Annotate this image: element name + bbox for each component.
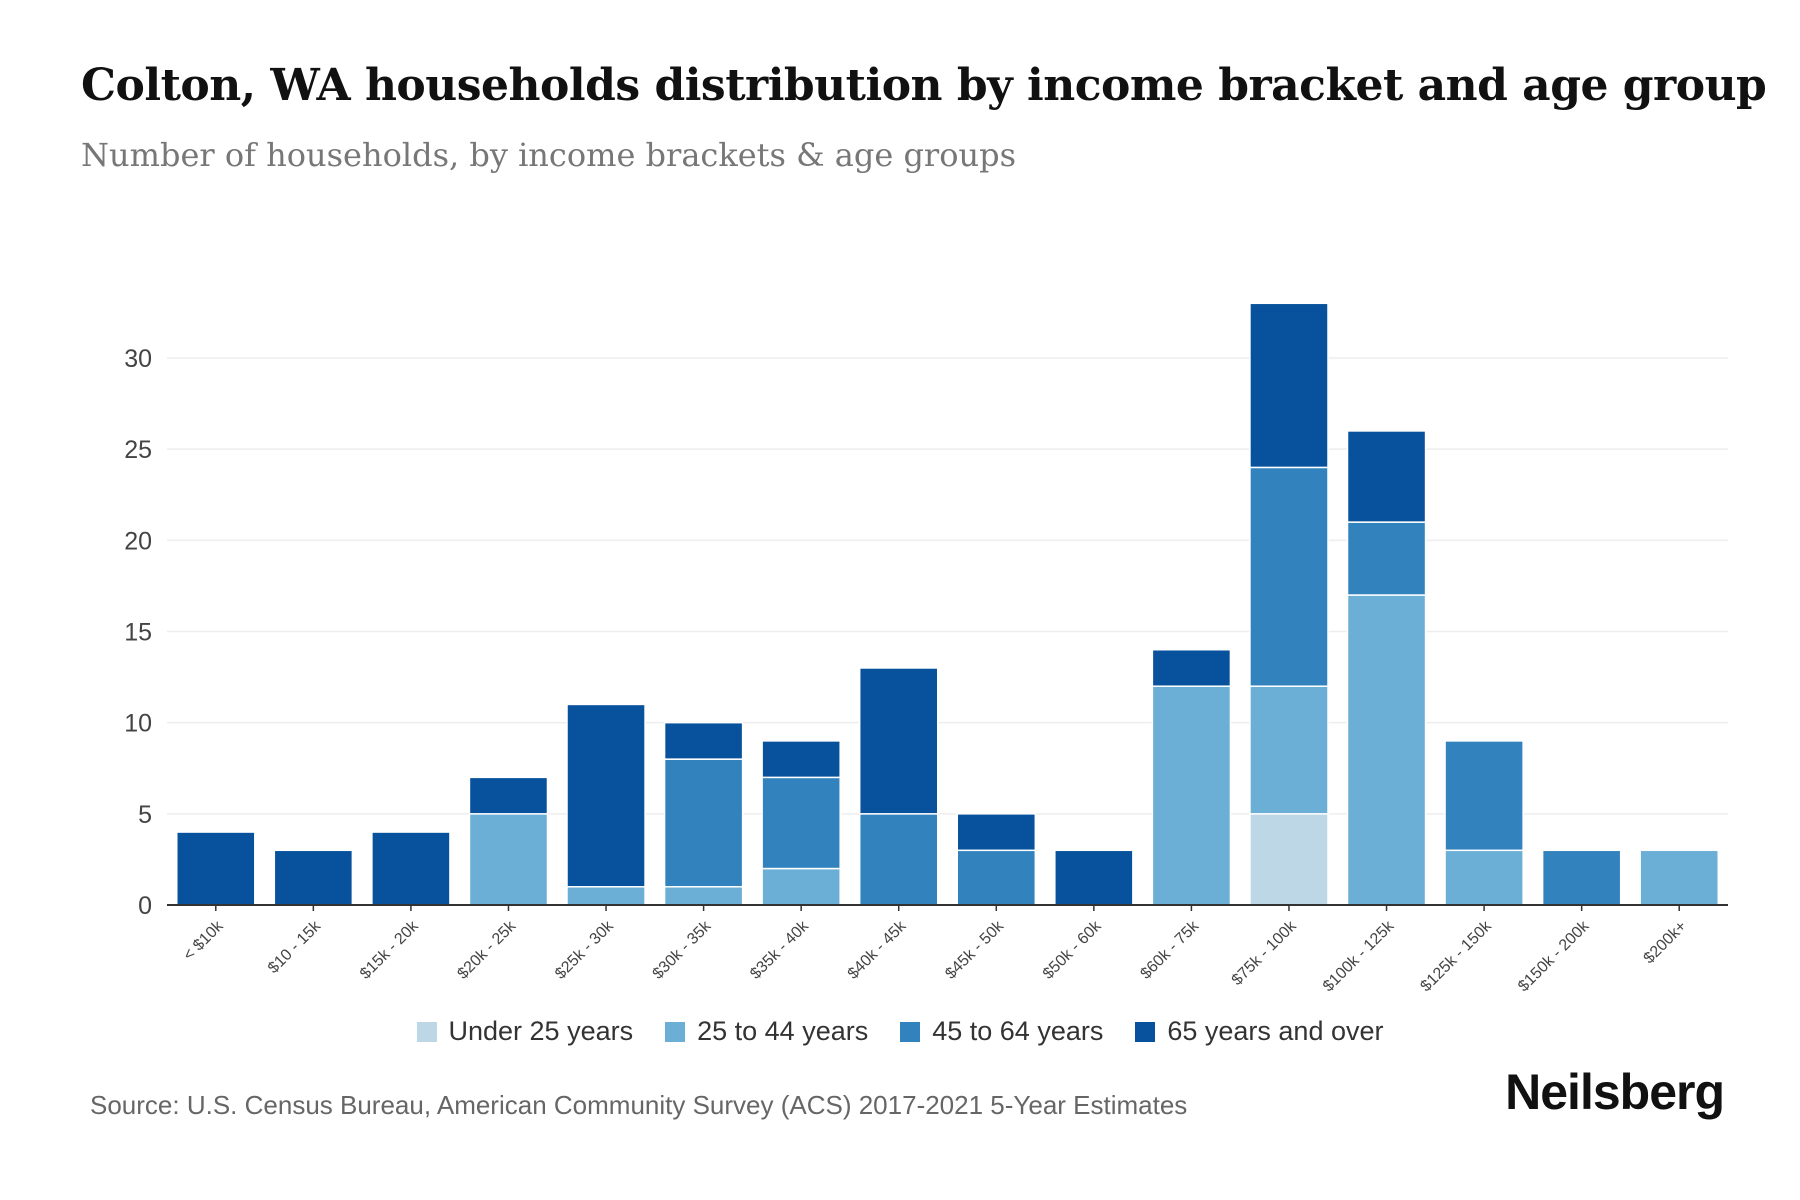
bar-segment-45-to-64-years [663, 758, 744, 888]
y-tick-label: 0 [138, 892, 152, 920]
bar-segment-65-years-and-over [273, 849, 354, 906]
x-tick-label: $15k - 20k [357, 917, 423, 983]
bar-segment-25-to-44-years [1639, 849, 1719, 906]
bar-segment-45-to-64-years [1346, 521, 1427, 596]
x-tick-label: $75k - 100k [1229, 917, 1301, 989]
bar-segment-65-years-and-over [761, 740, 841, 779]
legend: Under 25 years 25 to 44 years 45 to 64 yea… [0, 1016, 1800, 1047]
bar-segment-65-years-and-over [1249, 302, 1329, 469]
x-tick-label: $10 - 15k [265, 917, 325, 977]
bar-segment-65-years-and-over [1054, 849, 1134, 906]
bar-segment-45-to-64-years [858, 813, 939, 906]
chart-subtitle: Number of households, by income brackets… [81, 136, 1016, 174]
bar-segment-65-years-and-over [566, 703, 646, 888]
y-tick-label: 25 [124, 436, 152, 464]
x-tick-label: $125k - 150k [1417, 917, 1495, 995]
x-tick-label: $40k - 45k [845, 917, 911, 983]
x-tick-label: $20k - 25k [454, 917, 520, 983]
bar-segment-65-years-and-over [956, 813, 1037, 852]
y-tick-label: 20 [124, 527, 152, 555]
bar-segment-45-to-64-years [761, 776, 841, 870]
x-tick-label: $100k - 125k [1320, 917, 1398, 995]
x-tick-label: $60k - 75k [1137, 917, 1203, 983]
x-tick-label: $150k - 200k [1515, 917, 1593, 995]
bar-segment-45-to-64-years [1444, 740, 1524, 852]
legend-swatch [416, 1021, 437, 1042]
bar-segment-65-years-and-over [371, 831, 451, 906]
legend-swatch [665, 1021, 686, 1042]
legend-label: 65 years and over [1167, 1016, 1384, 1046]
bar-segment-under-25-years [1249, 813, 1329, 906]
x-tick-label: $200k+ [1641, 918, 1690, 967]
y-tick-label: 5 [138, 801, 152, 829]
bar-segment-25-to-44-years [1444, 849, 1524, 906]
y-tick-label: 30 [124, 345, 152, 373]
bar-segment-25-to-44-years [468, 813, 549, 906]
y-tick-label: 10 [124, 710, 152, 738]
x-tick-label: $35k - 40k [747, 917, 813, 983]
x-tick-label: $25k - 30k [552, 917, 618, 983]
bar-segment-25-to-44-years [1249, 685, 1329, 815]
bar-segment-45-to-64-years [1541, 849, 1622, 906]
bar-segment-25-to-44-years [1346, 594, 1427, 906]
legend-label: Under 25 years [448, 1016, 634, 1046]
bar-segment-25-to-44-years [566, 886, 646, 906]
bar-segment-45-to-64-years [1249, 466, 1329, 687]
legend-label: 25 to 44 years [697, 1016, 869, 1046]
source-note: Source: U.S. Census Bureau, American Com… [90, 1090, 1188, 1120]
chart-title: Colton, WA households distribution by in… [81, 60, 1767, 111]
x-tick-label: $50k - 60k [1040, 917, 1106, 983]
bar-segment-65-years-and-over [468, 776, 549, 815]
legend-item: 25 to 44 years [665, 1016, 868, 1047]
bar-segment-65-years-and-over [1151, 648, 1232, 687]
legend-item: Under 25 years [416, 1016, 634, 1047]
bar-segment-25-to-44-years [761, 867, 841, 906]
legend-item: 45 to 64 years [900, 1016, 1103, 1047]
bar-segment-65-years-and-over [176, 831, 256, 906]
bar-segment-65-years-and-over [1346, 430, 1427, 523]
x-tick-label: $45k - 50k [942, 917, 1008, 983]
y-tick-label: 15 [124, 619, 152, 647]
bar-segment-65-years-and-over [663, 721, 744, 760]
bar-segment-25-to-44-years [663, 886, 744, 906]
bar-segment-65-years-and-over [858, 667, 939, 815]
legend-swatch [1135, 1021, 1156, 1042]
legend-swatch [900, 1021, 921, 1042]
neilsberg-logo: Neilsberg [1505, 1064, 1725, 1120]
x-tick-label: $30k - 35k [650, 917, 716, 983]
bar-segment-45-to-64-years [956, 849, 1037, 906]
legend-label: 45 to 64 years [932, 1016, 1104, 1046]
bar-segment-25-to-44-years [1151, 685, 1232, 906]
x-tick-label: < $10k [180, 917, 227, 964]
legend-item: 65 years and over [1135, 1016, 1384, 1047]
